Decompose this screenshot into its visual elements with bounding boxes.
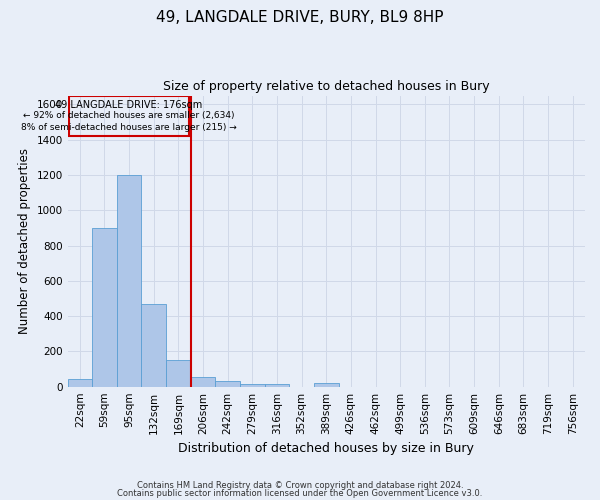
Y-axis label: Number of detached properties: Number of detached properties [18, 148, 31, 334]
Text: 49 LANGDALE DRIVE: 176sqm: 49 LANGDALE DRIVE: 176sqm [55, 100, 203, 110]
Bar [240, 384, 265, 386]
Bar [117, 175, 142, 386]
Bar [166, 360, 191, 386]
Text: ← 92% of detached houses are smaller (2,634): ← 92% of detached houses are smaller (2,… [23, 112, 235, 120]
Text: 8% of semi-detached houses are larger (215) →: 8% of semi-detached houses are larger (2… [21, 123, 237, 132]
Bar [215, 382, 240, 386]
Bar [142, 304, 166, 386]
Bar [68, 378, 92, 386]
Text: Contains HM Land Registry data © Crown copyright and database right 2024.: Contains HM Land Registry data © Crown c… [137, 481, 463, 490]
Title: Size of property relative to detached houses in Bury: Size of property relative to detached ho… [163, 80, 490, 93]
Bar [265, 384, 289, 386]
Bar [314, 383, 338, 386]
Text: Contains public sector information licensed under the Open Government Licence v3: Contains public sector information licen… [118, 488, 482, 498]
X-axis label: Distribution of detached houses by size in Bury: Distribution of detached houses by size … [178, 442, 474, 455]
Bar [191, 377, 215, 386]
Text: 49, LANGDALE DRIVE, BURY, BL9 8HP: 49, LANGDALE DRIVE, BURY, BL9 8HP [156, 10, 444, 25]
Bar [92, 228, 117, 386]
Bar [69, 96, 190, 136]
